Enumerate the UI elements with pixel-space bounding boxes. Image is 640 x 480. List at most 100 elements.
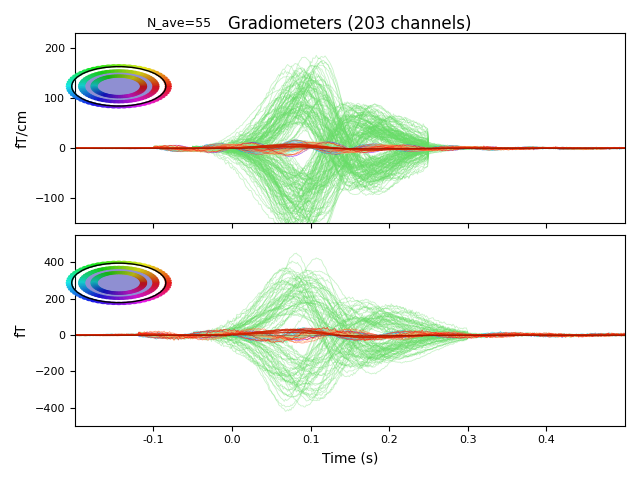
Circle shape	[145, 299, 151, 300]
Circle shape	[108, 70, 114, 72]
Circle shape	[137, 80, 143, 82]
Circle shape	[113, 292, 119, 294]
Circle shape	[116, 302, 122, 304]
Circle shape	[86, 95, 92, 96]
Circle shape	[131, 301, 137, 303]
Circle shape	[124, 70, 129, 72]
Circle shape	[136, 276, 142, 278]
Circle shape	[81, 90, 86, 92]
Circle shape	[91, 68, 97, 70]
Circle shape	[97, 295, 103, 297]
Circle shape	[165, 85, 172, 87]
Circle shape	[99, 78, 105, 80]
Circle shape	[92, 284, 97, 286]
Circle shape	[138, 286, 145, 288]
Circle shape	[100, 99, 107, 101]
Circle shape	[164, 90, 170, 92]
Circle shape	[126, 262, 132, 264]
Circle shape	[163, 79, 169, 81]
Circle shape	[108, 267, 114, 269]
Circle shape	[81, 287, 86, 288]
Circle shape	[150, 288, 156, 290]
Circle shape	[159, 292, 164, 294]
Circle shape	[108, 292, 114, 294]
Circle shape	[140, 279, 145, 281]
Circle shape	[151, 81, 157, 83]
Circle shape	[81, 277, 86, 279]
Circle shape	[159, 96, 164, 97]
Circle shape	[84, 78, 90, 80]
Circle shape	[152, 82, 158, 84]
Circle shape	[83, 266, 88, 269]
Circle shape	[100, 262, 106, 264]
Circle shape	[97, 72, 103, 74]
Circle shape	[124, 75, 129, 78]
Circle shape	[131, 105, 137, 107]
Circle shape	[79, 280, 85, 282]
Circle shape	[108, 272, 114, 274]
Circle shape	[151, 277, 157, 279]
Circle shape	[159, 272, 164, 274]
Circle shape	[79, 285, 85, 287]
Circle shape	[83, 70, 88, 72]
Circle shape	[116, 266, 122, 268]
Circle shape	[70, 290, 77, 292]
Circle shape	[104, 291, 109, 293]
Circle shape	[93, 286, 99, 288]
Circle shape	[100, 66, 106, 68]
Circle shape	[92, 285, 98, 287]
Circle shape	[112, 70, 118, 72]
Circle shape	[149, 101, 155, 103]
Circle shape	[79, 99, 85, 101]
Circle shape	[106, 291, 112, 293]
Circle shape	[92, 83, 97, 85]
Circle shape	[143, 272, 149, 274]
Circle shape	[76, 97, 82, 99]
Circle shape	[150, 276, 156, 277]
Circle shape	[165, 284, 171, 286]
Circle shape	[97, 268, 103, 271]
Circle shape	[101, 77, 108, 79]
Circle shape	[136, 300, 142, 303]
Circle shape	[126, 273, 132, 275]
Circle shape	[136, 79, 142, 81]
Circle shape	[83, 297, 88, 299]
Circle shape	[152, 88, 158, 91]
Circle shape	[152, 268, 159, 270]
Circle shape	[140, 83, 146, 85]
Circle shape	[97, 275, 104, 277]
Circle shape	[116, 70, 122, 72]
Circle shape	[94, 276, 100, 279]
Circle shape	[152, 285, 158, 287]
Circle shape	[100, 268, 107, 270]
Circle shape	[131, 290, 136, 292]
Circle shape	[121, 302, 127, 304]
Circle shape	[91, 270, 97, 273]
Circle shape	[127, 100, 133, 102]
Circle shape	[126, 302, 132, 304]
Circle shape	[91, 103, 97, 105]
Circle shape	[101, 290, 108, 292]
Circle shape	[134, 268, 140, 271]
Circle shape	[128, 76, 134, 78]
Circle shape	[136, 263, 142, 265]
Circle shape	[121, 272, 127, 274]
Circle shape	[91, 283, 97, 285]
Y-axis label: fT/cm: fT/cm	[15, 108, 29, 148]
Circle shape	[91, 264, 97, 266]
Circle shape	[106, 302, 111, 304]
Circle shape	[138, 89, 145, 92]
Circle shape	[128, 94, 134, 96]
Circle shape	[140, 283, 147, 285]
Circle shape	[79, 72, 85, 73]
Circle shape	[116, 75, 122, 77]
Circle shape	[134, 99, 140, 101]
Circle shape	[96, 263, 102, 265]
Circle shape	[131, 66, 137, 68]
Circle shape	[145, 102, 151, 104]
Circle shape	[101, 274, 108, 276]
Circle shape	[70, 274, 77, 276]
Circle shape	[128, 273, 134, 275]
Circle shape	[131, 268, 137, 270]
Circle shape	[143, 75, 149, 77]
